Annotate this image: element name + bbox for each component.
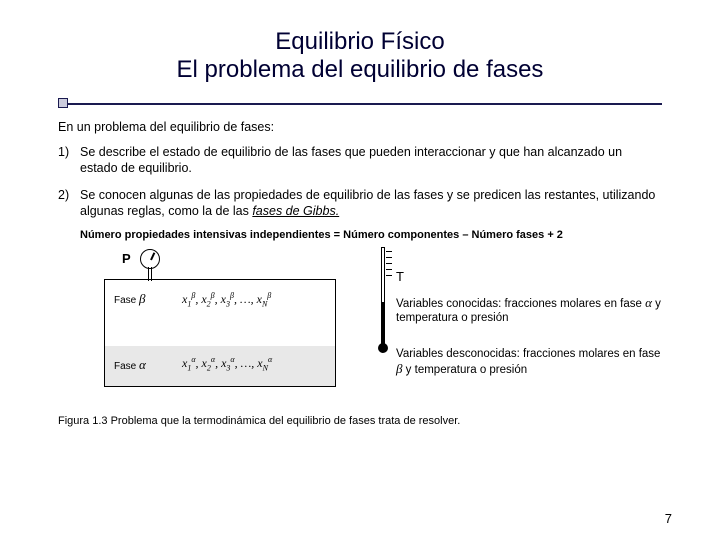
pressure-label: P [122,251,131,266]
temperature-label: T [396,269,404,284]
phase-alpha-label: Fase α [114,357,146,373]
vars-known-head: Variables conocidas [396,298,498,310]
vars-known-t1: : fracciones molares en fase [498,298,645,310]
figure: P Fase β Fase α x1β, x2β, x3β, …, xNβ x1… [80,251,662,411]
title-line-2: El problema del equilibrio de fases [0,56,720,84]
list-text-span: Se conocen algunas de las propiedades de… [80,188,655,218]
page-number: 7 [665,511,672,526]
variables-unknown: Variables desconocidas: fracciones molar… [396,347,666,378]
vars-unknown-t1: : fracciones molares en fase [517,348,661,360]
variables-known: Variables conocidas: fracciones molares … [396,295,666,326]
gibbs-emph: fases de Gibbs. [252,204,339,218]
phase-beta-label: Fase β [114,291,146,307]
thermometer-icon [376,247,390,357]
title-line-1: Equilibrio Físico [0,28,720,56]
list-item: 2) Se conocen algunas de las propiedades… [58,187,662,220]
x-alpha-list: x1α, x2α, x3α, …, xNα [182,355,272,372]
title-block: Equilibrio Físico El problema del equili… [0,0,720,94]
phase-rule-equation: Número propiedades intensivas independie… [80,229,662,241]
alpha-symbol: α [645,295,652,310]
list-text: Se describe el estado de equilibrio de l… [80,144,662,177]
list-item: 1) Se describe el estado de equilibrio d… [58,144,662,177]
vars-unknown-t2: y temperatura o presión [402,364,527,376]
body-content: En un problema del equilibrio de fases: … [58,120,662,411]
beta-symbol: β [139,291,145,306]
vars-unknown-head: Variables desconocidas [396,348,517,360]
list-number: 1) [58,144,80,177]
pressure-gauge-icon [140,249,160,269]
list-number: 2) [58,187,80,220]
bullet-box-icon [58,98,68,108]
alpha-symbol: α [139,357,146,372]
x-beta-list: x1β, x2β, x3β, …, xNβ [182,291,271,308]
figure-caption: Figura 1.3 Problema que la termodinámica… [58,415,662,427]
title-rule [58,102,662,106]
list-text: Se conocen algunas de las propiedades de… [80,187,662,220]
fase-word: Fase [114,361,136,372]
fase-word: Fase [114,295,136,306]
intro-text: En un problema del equilibrio de fases: [58,120,662,134]
